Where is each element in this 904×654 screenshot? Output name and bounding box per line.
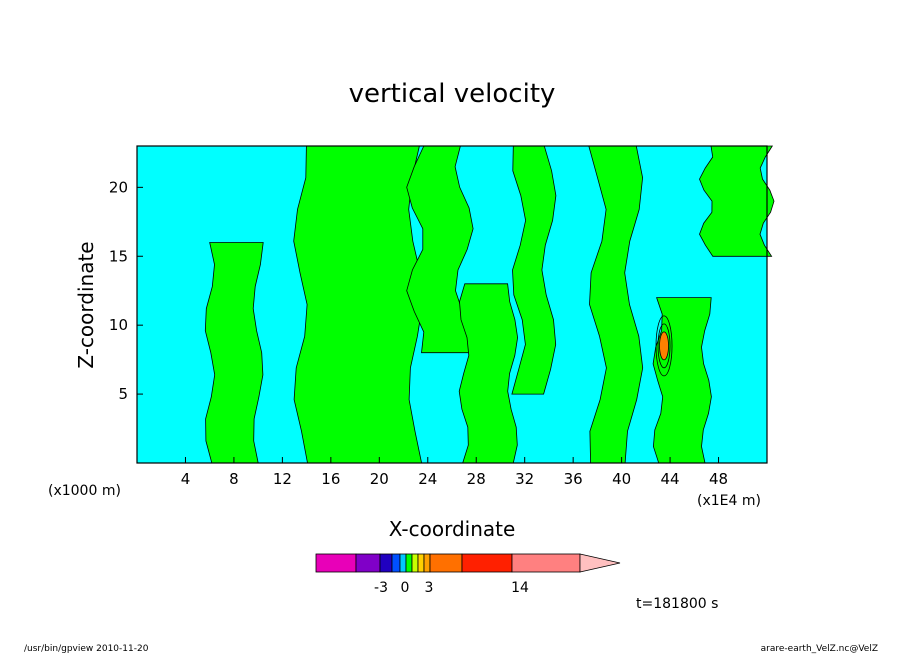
colorbar-labels: -3 0 3 14 [374, 580, 529, 596]
colorbar-segment [379, 553, 393, 573]
colorbar-label: -3 [374, 580, 388, 596]
updraft-contour [657, 323, 671, 369]
colorbar-label: 0 [401, 580, 410, 596]
footer-right: arare-earth_VelZ.nc@VelZ [761, 644, 878, 654]
x-tick-label: 4 [181, 470, 191, 488]
colorbar-segment [411, 553, 419, 573]
y-tick-label: 15 [109, 247, 128, 265]
colorbar-segment [429, 553, 463, 573]
x-axis-ticks: 4 8 12 16 20 24 28 32 36 40 44 48 [181, 457, 728, 488]
colorbar-label: 3 [425, 580, 434, 596]
positive-band [652, 297, 712, 464]
positive-band [511, 145, 557, 395]
colorbar-segment [423, 553, 431, 573]
time-label: t=181800 s [636, 596, 718, 612]
colorbar-segment [391, 553, 401, 573]
x-axis-title: X-coordinate [389, 517, 516, 541]
positive-band [458, 283, 519, 464]
x-tick-label: 48 [709, 470, 728, 488]
colorbar-label: 14 [511, 580, 529, 596]
positive-band [293, 145, 423, 464]
x-tick-label: 20 [370, 470, 389, 488]
colorbar-arrow [579, 553, 621, 573]
y-tick-label: 5 [118, 385, 128, 403]
footer-left: /usr/bin/gpview 2010-11-20 [24, 644, 149, 654]
colorbar [315, 553, 621, 573]
plot-area [136, 145, 775, 464]
colorbar-segment [399, 553, 407, 573]
positive-band [699, 145, 775, 257]
colorbar-segment [355, 553, 381, 573]
x-tick-label: 40 [612, 470, 631, 488]
x-tick-label: 8 [229, 470, 239, 488]
colorbar-segment [417, 553, 425, 573]
y-axis-ticks: 5 10 15 20 [109, 178, 143, 403]
updraft-contour [659, 331, 669, 361]
positive-velocity-bands [204, 145, 775, 464]
x-tick-label: 36 [564, 470, 583, 488]
x-tick-label: 24 [418, 470, 437, 488]
plot-frame [136, 145, 768, 464]
strong-updraft-cell [655, 315, 673, 377]
y-tick-label: 10 [109, 316, 128, 334]
colorbar-segment [511, 553, 581, 573]
x-tick-label: 12 [273, 470, 292, 488]
colorbar-segment [405, 553, 413, 573]
colorbar-segment [315, 553, 357, 573]
x-tick-label: 32 [515, 470, 534, 488]
updraft-contour [655, 315, 673, 377]
x-tick-label: 44 [661, 470, 680, 488]
y-axis-title: Z-coordinate [74, 241, 98, 368]
colorbar-segment [461, 553, 513, 573]
x-unit-left: (x1000 m) [48, 483, 121, 499]
chart-title: vertical velocity [349, 79, 556, 109]
x-unit-right: (x1E4 m) [697, 493, 761, 509]
x-tick-label: 28 [467, 470, 486, 488]
x-tick-label: 16 [321, 470, 340, 488]
y-tick-label: 20 [109, 178, 128, 196]
